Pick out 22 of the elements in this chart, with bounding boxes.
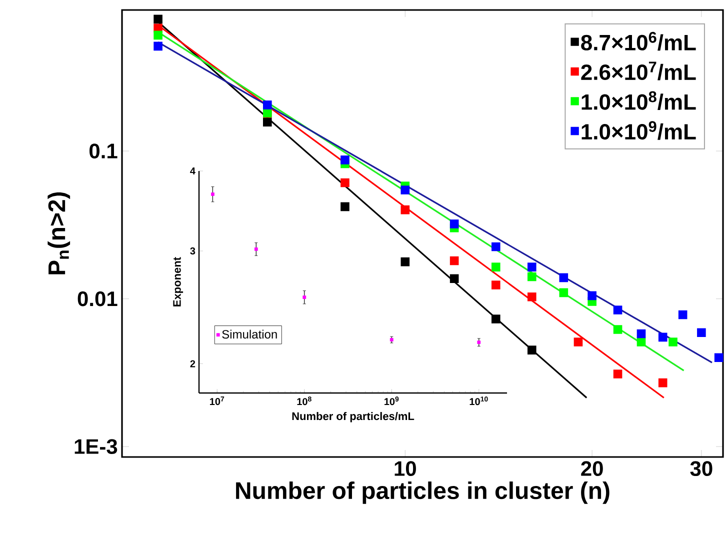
legend-label: 1.0×10$^{8}$/mL	[582, 91, 696, 110]
y-tick-label: 4	[190, 168, 196, 174]
x-tick-label: 10	[394, 461, 416, 476]
x-tick-label: 10$^{7}$	[210, 396, 224, 406]
x-tick-label: 30	[690, 461, 712, 476]
x-tick-label: 10$^{9}$	[384, 396, 399, 406]
x-axis-title: Number of particles/mL	[292, 412, 414, 422]
x-tick-label: 20	[581, 461, 603, 476]
y-tick-label: 1E-3	[74, 439, 118, 454]
y-axis-title: Exponent	[173, 257, 184, 306]
x-tick-label: 10$^{10}$	[470, 396, 488, 406]
x-tick-label: 10$^{8}$	[297, 396, 312, 406]
y-tick-label: 2	[190, 360, 196, 368]
legend-label: 8.7×10$^{6}$/mL	[581, 32, 696, 51]
y-tick-label: 0.1	[90, 144, 118, 158]
y-tick-label: 0.01	[78, 291, 118, 306]
x-axis-title: Number of particles in cluster (n)	[236, 482, 610, 504]
y-tick-label: 3	[190, 247, 196, 255]
legend-label: 2.6×10$^{7}$/mL	[581, 62, 696, 80]
y-axis-title: P$_{n}$(n>2)	[48, 192, 70, 274]
legend-label: 1.0×10$^{9}$/mL	[582, 121, 696, 140]
legend-label: Simulation	[222, 330, 277, 339]
